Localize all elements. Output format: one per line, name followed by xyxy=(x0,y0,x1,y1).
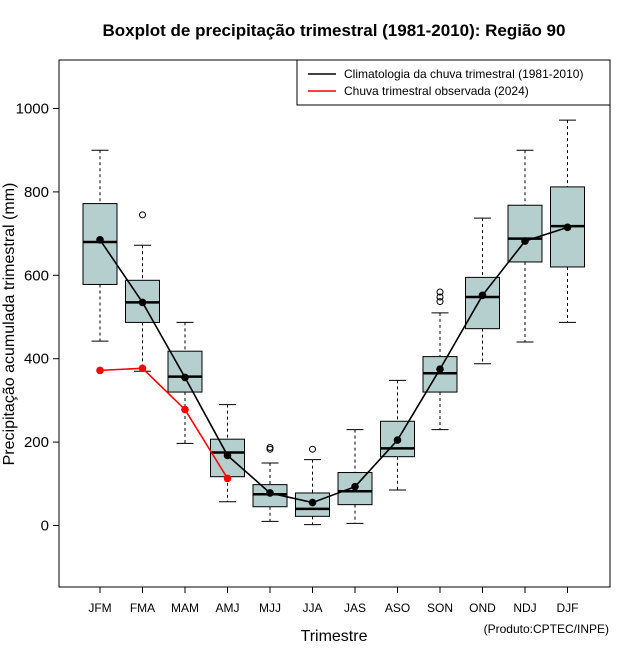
chart-title: Boxplot de precipitação trimestral (1981… xyxy=(103,21,566,40)
y-tick-label: 800 xyxy=(24,184,49,201)
series-point xyxy=(138,298,147,307)
x-tick-label: MJJ xyxy=(259,601,281,615)
series-point xyxy=(96,236,104,244)
box-aso xyxy=(380,379,415,491)
x-axis-label: Trimestre xyxy=(301,628,368,645)
legend-label-climatology: Climatologia da chuva trimestral (1981-2… xyxy=(344,67,583,81)
x-tick-label: ASO xyxy=(385,601,410,615)
box-mam xyxy=(167,321,203,444)
y-tick-label: 1000 xyxy=(16,101,49,118)
box-ond xyxy=(465,217,500,365)
box-fma xyxy=(125,211,160,372)
series-point xyxy=(181,405,189,414)
x-tick-label: AMJ xyxy=(216,601,240,615)
x-tick-label: MAM xyxy=(171,601,199,615)
box-iqr xyxy=(507,204,543,263)
box-jas xyxy=(337,429,373,524)
series-layer xyxy=(96,223,572,507)
y-tick-label: 600 xyxy=(24,267,49,284)
outlier-point xyxy=(436,288,444,296)
outlier-point xyxy=(266,444,274,452)
box-iqr xyxy=(82,203,118,285)
x-tick-label: OND xyxy=(469,601,496,615)
plot-frame xyxy=(58,59,611,588)
credit-note: (Produto:CPTEC/INPE) xyxy=(484,622,609,636)
y-tick-label: 0 xyxy=(41,518,49,535)
series-point xyxy=(521,237,529,245)
x-tick-label: JAS xyxy=(344,601,366,615)
series-point xyxy=(266,489,274,497)
series-line xyxy=(99,226,568,504)
series-observed xyxy=(96,364,232,483)
box-djf xyxy=(550,119,585,323)
outlier-point xyxy=(309,445,316,453)
x-tick-label: JJA xyxy=(302,601,322,615)
legend-label-observed: Chuva trimestral observada (2024) xyxy=(344,84,529,98)
series-point xyxy=(478,291,487,300)
x-tick-label: SON xyxy=(427,601,453,615)
y-tick-label: 200 xyxy=(24,434,49,451)
series-point xyxy=(223,451,232,460)
series-point xyxy=(563,223,572,232)
series-point xyxy=(393,436,402,444)
y-axis-label: Precipitação acumulada trimestral (mm) xyxy=(1,183,18,466)
x-tick-label: NDJ xyxy=(513,601,536,615)
box-jfm xyxy=(82,149,118,342)
x-tick-label: FMA xyxy=(130,601,155,615)
series-point xyxy=(138,364,147,373)
series-point xyxy=(181,373,189,382)
series-point xyxy=(223,474,232,483)
outlier-point xyxy=(436,298,444,306)
legend: Climatologia da chuva trimestral (1981-2… xyxy=(296,59,611,106)
series-point xyxy=(308,498,317,507)
series-point xyxy=(351,482,359,491)
series-climatology xyxy=(96,223,572,507)
box-son xyxy=(422,288,458,431)
y-axis: 0 200 400 600 800 1000 xyxy=(16,101,60,535)
box-jja xyxy=(295,445,330,526)
box-iqr xyxy=(465,276,500,330)
boxes-layer xyxy=(82,119,585,526)
series-point xyxy=(436,365,444,373)
y-tick-label: 400 xyxy=(24,351,49,368)
series-line xyxy=(99,367,229,479)
outlier-point xyxy=(436,293,444,301)
x-tick-label: DJF xyxy=(557,601,579,615)
series-point xyxy=(96,366,104,375)
x-tick-label: JFM xyxy=(88,601,111,615)
box-ndj xyxy=(507,149,543,343)
legend-box xyxy=(296,59,611,106)
outlier-point xyxy=(139,211,146,219)
x-axis: JFM FMA MAM AMJ MJJ JJA JAS ASO SON OND NDJ DJF xyxy=(88,586,579,615)
